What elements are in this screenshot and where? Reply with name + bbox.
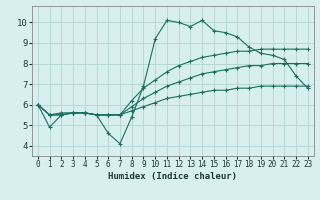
X-axis label: Humidex (Indice chaleur): Humidex (Indice chaleur) (108, 172, 237, 181)
